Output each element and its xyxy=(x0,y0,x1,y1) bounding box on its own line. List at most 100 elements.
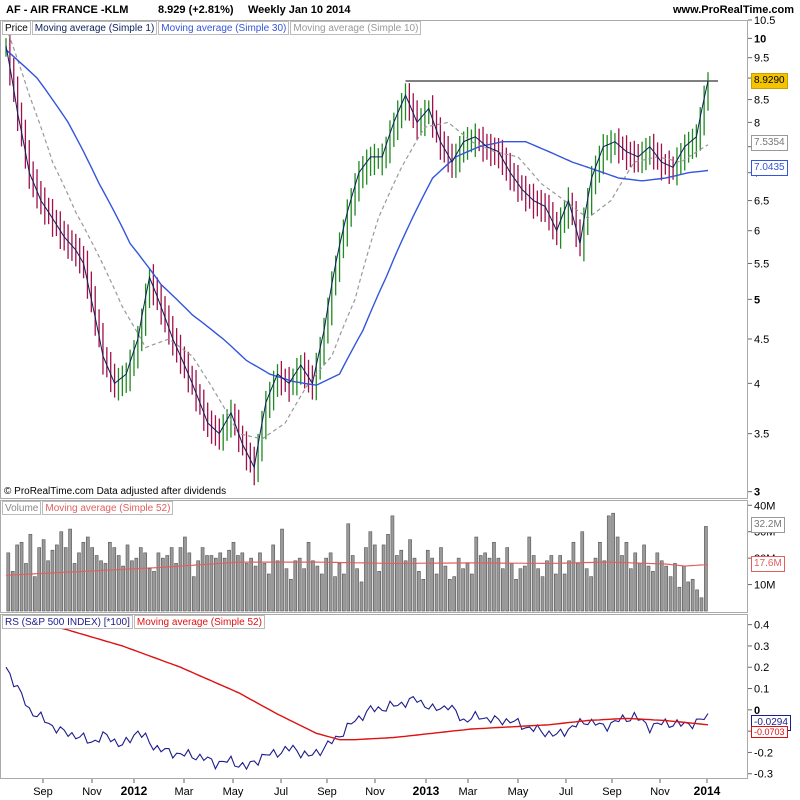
volume-bar xyxy=(434,573,439,612)
legend-volume-ma[interactable]: Moving average (Simple 52) xyxy=(42,501,174,515)
volume-bar xyxy=(19,541,24,612)
volume-bar xyxy=(108,541,112,612)
volume-bar xyxy=(63,547,68,612)
price-legend: Price Moving average (Simple 1) Moving a… xyxy=(2,21,422,35)
price-tick-label: 10 xyxy=(754,33,766,45)
volume-bar xyxy=(589,576,593,612)
volume-bar xyxy=(94,555,99,612)
volume-bar xyxy=(576,563,580,612)
volume-bar xyxy=(165,555,170,612)
legend-ma30[interactable]: Moving average (Simple 30) xyxy=(158,21,290,35)
volume-bar xyxy=(306,541,311,612)
volume-bar xyxy=(637,563,642,612)
volume-bar xyxy=(324,557,329,612)
volume-ma-badge: 17.6M xyxy=(751,556,785,572)
volume-bar xyxy=(421,578,426,612)
x-tick-label: Sep xyxy=(317,786,337,798)
last-price-badge: 8.9290 xyxy=(751,73,788,89)
volume-bar xyxy=(319,573,324,612)
volume-panel[interactable]: 10M20M30M40M xyxy=(5,500,775,612)
symbol-title: AF - AIR FRANCE -KLM xyxy=(6,4,129,16)
legend-rs-ma[interactable]: Moving average (Simple 52) xyxy=(133,615,265,629)
rs-panel[interactable]: -0.3-0.2-0.100.10.20.30.4 xyxy=(5,615,773,781)
volume-bar xyxy=(138,547,143,612)
volume-bar xyxy=(430,557,434,612)
volume-bar xyxy=(642,544,646,612)
volume-bar xyxy=(584,568,589,612)
volume-bar xyxy=(205,555,209,612)
volume-bar xyxy=(15,544,19,612)
volume-bar xyxy=(553,573,558,612)
volume-bar xyxy=(253,565,258,612)
volume-bar xyxy=(386,534,390,612)
rs-tick-label: 0.1 xyxy=(754,684,769,696)
volume-bar xyxy=(342,573,346,612)
x-tick-label: Nov xyxy=(82,786,102,798)
volume-bar xyxy=(500,568,505,612)
legend-volume[interactable]: Volume xyxy=(2,501,42,515)
x-tick-label: Sep xyxy=(602,786,622,798)
volume-bar xyxy=(222,557,227,612)
volume-bar xyxy=(659,560,664,612)
volume-bar xyxy=(178,547,183,612)
volume-bar xyxy=(448,578,452,612)
rs-tick-label: -0.3 xyxy=(754,769,773,781)
volume-bar xyxy=(99,560,103,612)
volume-bar xyxy=(209,555,214,612)
volume-bar xyxy=(72,563,77,612)
volume-bar xyxy=(266,573,271,612)
price-tick-label: 10.5 xyxy=(754,15,775,27)
volume-bar xyxy=(231,541,236,612)
price-tick-label: 8 xyxy=(754,117,760,129)
volume-bar xyxy=(549,555,554,612)
legend-price[interactable]: Price xyxy=(2,21,31,35)
volume-bar xyxy=(668,576,673,612)
price-tick-label: 4.5 xyxy=(754,334,769,346)
rs-ma-line xyxy=(5,615,709,741)
volume-bar xyxy=(6,552,11,612)
volume-bar xyxy=(81,541,86,612)
volume-bar xyxy=(85,536,90,612)
volume-bar xyxy=(527,536,532,612)
rs-line xyxy=(5,666,709,771)
price-tick-label: 3.5 xyxy=(754,429,769,441)
volume-bar xyxy=(143,552,147,612)
volume-bar xyxy=(200,547,205,612)
x-tick-label: 2013 xyxy=(413,784,440,798)
legend-rs[interactable]: RS (S&P 500 INDEX) [*100] xyxy=(2,615,133,629)
ma10-badge: 7.5354 xyxy=(751,135,788,151)
volume-bar xyxy=(395,555,399,612)
volume-bar xyxy=(284,568,289,612)
ma1-line xyxy=(5,45,709,469)
volume-bar xyxy=(465,563,470,612)
volume-bar xyxy=(580,531,585,612)
rs-ma-badge: -0.0703 xyxy=(751,726,788,738)
volume-panel-frame xyxy=(0,500,748,613)
volume-bar xyxy=(408,539,412,612)
price-tick-label: 5 xyxy=(754,294,760,306)
legend-ma1[interactable]: Moving average (Simple 1) xyxy=(31,21,158,35)
volume-bar xyxy=(359,581,364,612)
volume-bar xyxy=(461,568,465,612)
volume-tick-label: 10M xyxy=(754,580,775,592)
volume-bar xyxy=(249,557,253,612)
volume-ma-line xyxy=(5,561,709,576)
volume-bar xyxy=(571,541,576,612)
volume-bar xyxy=(646,565,651,612)
volume-bar xyxy=(10,571,15,612)
volume-bar xyxy=(417,571,421,612)
volume-bar xyxy=(699,597,704,612)
volume-bar xyxy=(183,536,187,612)
price-tick-label: 9.5 xyxy=(754,53,769,65)
volume-bar xyxy=(545,560,549,612)
legend-ma10[interactable]: Moving average (Simple 10) xyxy=(290,21,422,35)
ma10-line xyxy=(5,26,709,440)
rs-panel-frame xyxy=(0,614,748,779)
volume-bar xyxy=(116,555,121,612)
volume-bar xyxy=(293,560,298,612)
site-url[interactable]: www.ProRealTime.com xyxy=(672,4,794,16)
volume-bar xyxy=(196,560,200,612)
volume-bar xyxy=(174,563,178,612)
volume-bar xyxy=(103,563,108,612)
